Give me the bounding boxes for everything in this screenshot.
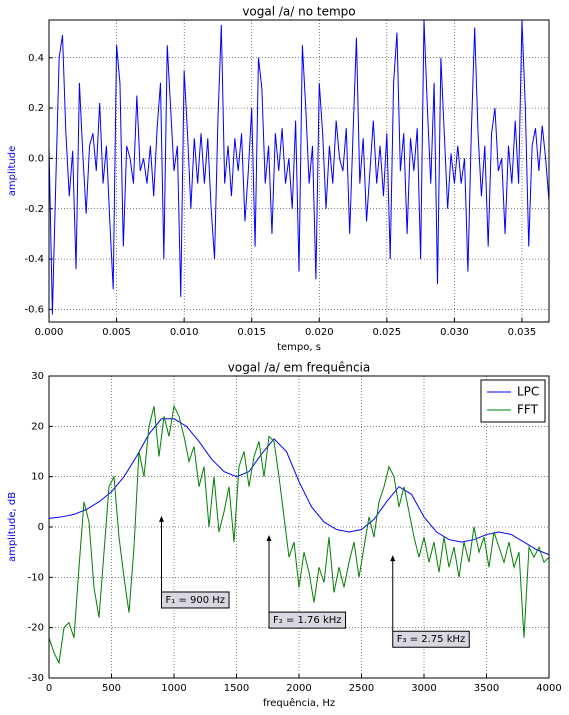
y-tick-label: -20 [28, 623, 44, 634]
annotation-text: F₁ = 900 Hz [166, 595, 226, 606]
x-axis-label: tempo, s [277, 342, 321, 353]
x-tick-label: 0.010 [170, 327, 199, 338]
y-tick-label: 20 [31, 421, 44, 432]
x-tick-label: 0 [46, 683, 52, 694]
chart-title: vogal /a/ no tempo [242, 5, 355, 19]
series-line [49, 20, 549, 315]
legend-label: LPC [517, 385, 539, 399]
x-tick-label: 2000 [286, 683, 311, 694]
plot-area [49, 20, 549, 322]
y-tick-label: 30 [31, 371, 44, 382]
series-line [49, 418, 549, 556]
x-tick-label: 0.035 [508, 327, 537, 338]
legend-label: FFT [517, 403, 539, 417]
x-tick-label: 3500 [474, 683, 499, 694]
y-axis-label: amplitude [7, 146, 18, 197]
y-tick-label: -30 [28, 673, 44, 684]
x-axis-label: frequência, Hz [263, 697, 335, 709]
x-tick-label: 0.005 [102, 327, 131, 338]
x-tick-label: 4000 [536, 683, 561, 694]
y-tick-label: -0.2 [24, 204, 44, 215]
arrow-head [390, 555, 396, 562]
y-tick-label: 0.4 [28, 53, 44, 64]
y-tick-label: 10 [31, 472, 44, 483]
y-tick-label: 0.2 [28, 103, 44, 114]
x-tick-label: 0.000 [35, 327, 64, 338]
plot-frame [48, 19, 550, 323]
x-tick-label: 0.020 [305, 327, 334, 338]
arrow-head [266, 535, 272, 542]
plot-frame [48, 375, 550, 679]
y-tick-label: 0.0 [28, 153, 44, 164]
y-tick-label: -0.6 [24, 304, 44, 315]
y-tick-label: 0 [38, 522, 44, 533]
annotation-text: F₂ = 1.76 kHz [273, 615, 342, 626]
y-axis-label: amplitude, dB [7, 492, 18, 562]
x-tick-label: 2500 [349, 683, 374, 694]
x-tick-label: 1500 [224, 683, 249, 694]
x-tick-label: 3000 [411, 683, 436, 694]
x-tick-label: 0.015 [237, 327, 266, 338]
series-line [49, 404, 549, 665]
y-tick-label: -0.4 [24, 254, 44, 265]
annotation-text: F₃ = 2.75 kHz [397, 634, 466, 645]
annotation-box [268, 611, 347, 629]
annotation-box [392, 630, 470, 648]
arrow-head [159, 515, 164, 522]
x-tick-label: 0.030 [440, 327, 469, 338]
x-tick-label: 0.025 [373, 327, 402, 338]
x-tick-label: 1000 [161, 683, 186, 694]
y-tick-label: -10 [28, 572, 44, 583]
legend-box [480, 379, 546, 423]
x-tick-label: 500 [102, 683, 121, 694]
chart-title: vogal /a/ em frequência [228, 361, 370, 375]
annotation-box [161, 591, 230, 609]
